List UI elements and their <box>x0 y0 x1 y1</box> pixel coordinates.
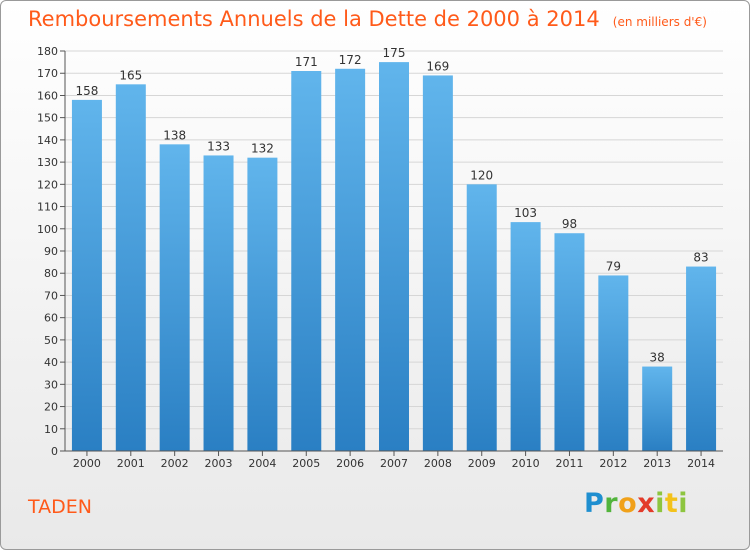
x-tick-label: 2014 <box>687 457 715 470</box>
y-tick-label: 10 <box>44 423 58 436</box>
y-tick-label: 120 <box>37 178 58 191</box>
y-tick-label: 70 <box>44 289 58 302</box>
bar <box>115 84 146 451</box>
bar <box>291 71 322 451</box>
y-tick-label: 50 <box>44 334 58 347</box>
bar-value-label: 133 <box>207 139 230 153</box>
bar-value-label: 171 <box>295 55 318 69</box>
bar <box>422 75 453 451</box>
logo-letter: i <box>655 488 665 519</box>
y-tick-label: 180 <box>37 45 58 58</box>
logo-letter: t <box>664 488 679 519</box>
x-tick-label: 2011 <box>555 457 583 470</box>
bar <box>203 155 234 451</box>
y-tick-label: 140 <box>37 134 58 147</box>
y-tick-label: 60 <box>44 312 58 325</box>
y-tick-label: 150 <box>37 112 58 125</box>
x-tick-label: 2007 <box>380 457 408 470</box>
y-tick-label: 30 <box>44 378 58 391</box>
x-axis: 2000 2001 2002 2003 2004 2005 2006 2007 2008 2009… <box>65 450 723 470</box>
chart-title-row: Remboursements Annuels de la Dette de 20… <box>28 7 707 31</box>
x-tick-label: 2009 <box>468 457 496 470</box>
bar-value-label: 165 <box>119 68 142 82</box>
bar <box>554 233 585 451</box>
bar-value-label: 138 <box>163 128 186 142</box>
logo-letter: r <box>604 488 619 519</box>
bars: 158 165 138 133 132 171 172 175 169 120 103 98 79 38 8… <box>71 46 717 452</box>
x-tick-label: 2002 <box>161 457 189 470</box>
y-tick-label: 0 <box>51 445 58 458</box>
bar-value-label: 83 <box>693 251 708 265</box>
bar-value-label: 79 <box>606 259 621 273</box>
y-tick-label: 130 <box>37 156 58 169</box>
y-tick-label: 100 <box>37 223 58 236</box>
y-tick-label: 160 <box>37 89 58 102</box>
bar <box>379 62 409 451</box>
bar-value-label: 172 <box>339 53 362 67</box>
x-tick-label: 2010 <box>512 457 540 470</box>
logo-letter: o <box>618 488 638 519</box>
y-tick-label: 110 <box>37 201 58 214</box>
bar <box>466 184 497 452</box>
bar <box>642 366 673 451</box>
bar <box>686 266 717 451</box>
bar <box>71 99 102 451</box>
bar-value-label: 38 <box>650 351 665 365</box>
x-tick-label: 2003 <box>205 457 233 470</box>
bar-value-label: 158 <box>75 84 98 98</box>
y-tick-label: 20 <box>44 401 58 414</box>
bar-value-label: 103 <box>514 206 537 220</box>
bar-value-label: 98 <box>562 217 577 231</box>
x-tick-label: 2001 <box>117 457 145 470</box>
logo-letter: i <box>678 488 689 519</box>
logo-letter: x <box>637 488 656 519</box>
y-tick-label: 80 <box>44 267 58 280</box>
chart-title: Remboursements Annuels de la Dette de 20… <box>28 7 600 31</box>
y-tick-label: 90 <box>44 245 58 258</box>
bar-value-label: 175 <box>383 46 406 60</box>
x-tick-label: 2004 <box>248 457 276 470</box>
y-tick-label: 40 <box>44 356 58 369</box>
x-tick-label: 2012 <box>599 457 627 470</box>
bar <box>335 68 366 452</box>
bar <box>159 144 190 452</box>
bar <box>510 222 541 451</box>
x-tick-label: 2005 <box>292 457 320 470</box>
chart-subtitle: (en milliers d'€) <box>612 15 707 29</box>
x-tick-label: 2008 <box>424 457 452 470</box>
bar <box>598 275 629 451</box>
proxiti-logo: Proxiti <box>584 488 688 519</box>
x-tick-label: 2000 <box>73 457 101 470</box>
y-tick-label: 170 <box>37 67 58 80</box>
logo-letter: P <box>584 488 605 519</box>
bar <box>247 157 278 451</box>
x-tick-label: 2006 <box>336 457 364 470</box>
bar-value-label: 120 <box>470 168 493 182</box>
y-axis: 0 10 20 30 40 50 60 70 80 90 100 110 120 130 140 150 160… <box>37 45 66 458</box>
x-tick-label: 2013 <box>643 457 671 470</box>
bar-value-label: 132 <box>251 142 274 156</box>
commune-name: TADEN <box>28 496 92 518</box>
bar-value-label: 169 <box>426 59 449 73</box>
